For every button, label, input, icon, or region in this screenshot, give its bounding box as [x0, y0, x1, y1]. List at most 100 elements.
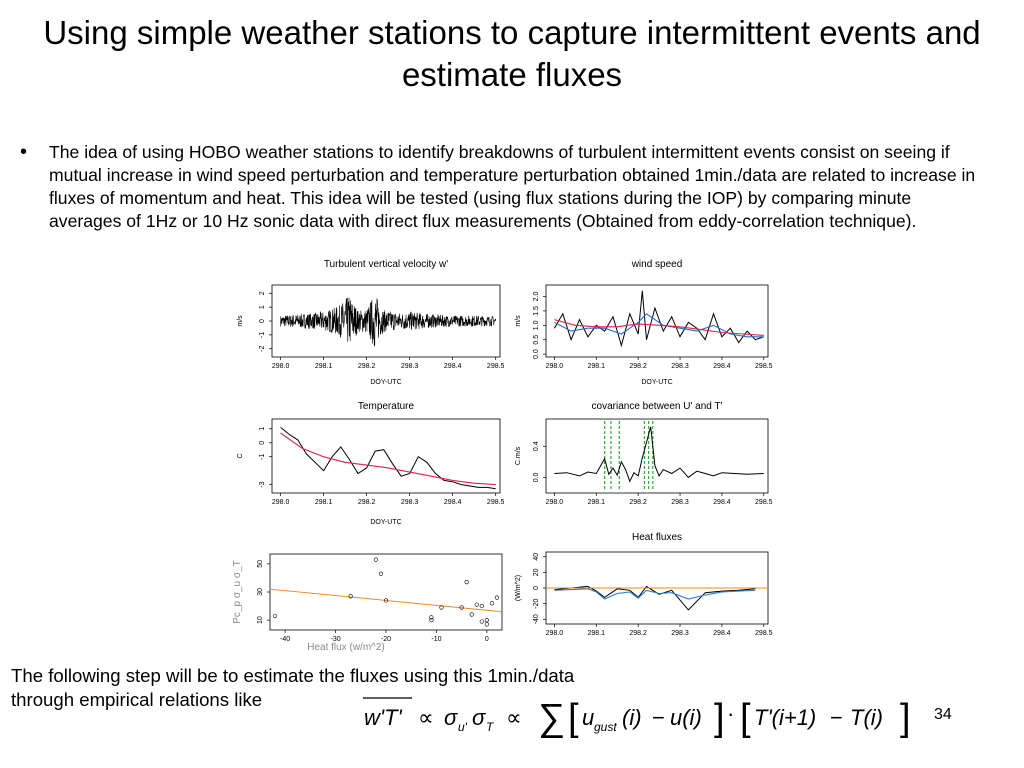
y-tick-label: 2	[259, 291, 266, 295]
y-tick-label: -20	[533, 598, 540, 608]
y-tick-label: 0.0	[533, 349, 540, 359]
heat-flux-scatter-plot: Heat flux (w/m^2) Pc_p σ_u σ_T -40 -30 -20 -1…	[232, 553, 503, 653]
series-line	[280, 297, 496, 347]
y-tick-label: 2.0	[533, 292, 540, 302]
formula-lhs: w'T'	[364, 705, 403, 730]
x-tick-label: 298.0	[272, 499, 290, 506]
series-line	[554, 426, 764, 483]
formula-bracket-close-1: ]	[714, 697, 725, 739]
x-tick-label: -40	[280, 636, 290, 643]
x-tick-label: 298.2	[629, 363, 647, 370]
series-line	[280, 432, 496, 486]
formula-t-i: T(i)	[850, 705, 883, 730]
formula-prop-1: ∝	[418, 705, 434, 730]
following-line-1: The following step will be to estimate t…	[11, 665, 575, 686]
formula-minus-1: −	[652, 705, 665, 730]
y-tick-label: 0	[259, 319, 266, 323]
x-tick-label: 298.2	[629, 499, 647, 506]
x-axis-label: DOY-UTC	[370, 519, 401, 526]
scatter-point	[494, 595, 500, 600]
scatter-point	[378, 571, 384, 576]
formula-u-i: u(i)	[670, 705, 702, 730]
series-line	[554, 588, 756, 600]
following-text: The following step will be to estimate t…	[11, 664, 574, 712]
y-axis-label: (W/m^2)	[515, 575, 522, 601]
scatter-point	[479, 603, 484, 609]
x-tick-label: 298.4	[713, 499, 731, 506]
x-tick-label: -20	[381, 636, 391, 643]
y-tick-label: 1.0	[533, 320, 540, 330]
bullet-marker: •	[20, 141, 28, 163]
scatter-point	[373, 557, 379, 562]
x-tick-label: 298.5	[755, 363, 773, 370]
x-tick-label: 298.2	[358, 499, 376, 506]
heat-fluxes-plot: Heat fluxes (W/m^2) 298.0 298.1 298.2 298.3 29…	[515, 532, 773, 637]
x-tick-label: 298.0	[546, 499, 564, 506]
y-axis-label: C.m/s	[515, 446, 522, 465]
following-line-2: through empirical relations like	[11, 689, 263, 710]
flux-formula: w'T' ∝ σ u' σ T ∝ ∑ [ u gust (i) − u(i) …	[363, 697, 911, 739]
scatter-point	[383, 598, 389, 603]
x-tick-label: 298.2	[629, 630, 647, 637]
scatter-point	[439, 605, 444, 610]
bullet-paragraph: The idea of using HOBO weather stations …	[49, 142, 976, 231]
plot-frame	[545, 418, 769, 494]
x-tick-label: 298.0	[272, 363, 290, 370]
covariance-plot: covariance between U' and T' C.m/s 298.0 29…	[515, 401, 773, 506]
formula-bracket-close-2: ]	[900, 697, 911, 739]
formula-sigma-u: σ	[444, 705, 458, 730]
y-tick-label: -3	[259, 481, 266, 487]
formula-dot: ·	[727, 701, 734, 726]
plot-frame	[269, 553, 503, 631]
wind-speed-plot: wind speed DOY-UTC m/s 298.0 298.1 298.2 298.3…	[515, 259, 773, 386]
x-tick-label: -30	[331, 636, 341, 643]
series-line	[554, 585, 756, 611]
scatter-point	[348, 594, 353, 599]
y-tick-label: 40	[533, 553, 540, 561]
y-tick-label: 0.5	[533, 335, 540, 345]
formula-minus-2: −	[830, 705, 843, 730]
scatter-point	[429, 615, 434, 620]
plot-title: Turbulent vertical velocity w'	[324, 259, 448, 270]
scatter-point	[479, 619, 484, 624]
x-tick-label: 298.2	[358, 363, 376, 370]
series-line	[280, 427, 496, 490]
scatter-point	[489, 601, 495, 606]
slide-title: Using simple weather stations to capture…	[43, 14, 981, 93]
y-axis-label: C	[237, 453, 244, 458]
plot-title: Temperature	[358, 401, 415, 412]
formula-sub-u: u'	[458, 720, 468, 734]
scatter-point	[429, 618, 434, 623]
scatter-point	[459, 605, 464, 610]
x-tick-label: 298.3	[401, 363, 419, 370]
y-tick-label: 30	[257, 588, 264, 596]
y-tick-label: 1	[259, 305, 266, 309]
x-axis-label: Heat flux (w/m^2)	[307, 642, 385, 653]
formula-bracket-open-1: [	[568, 697, 579, 739]
y-tick-label: 0.0	[533, 472, 540, 482]
y-axis-label: Pc_p σ_u σ_T	[232, 560, 243, 624]
y-tick-label: 1	[259, 427, 266, 431]
y-tick-label: 10	[257, 616, 264, 624]
x-tick-label: 298.3	[671, 499, 689, 506]
formula-i-arg: (i)	[622, 705, 642, 730]
x-tick-label: 298.1	[587, 630, 605, 637]
x-tick-label: 0	[485, 636, 489, 643]
x-tick-label: 298.1	[315, 363, 333, 370]
slide-number: 34	[934, 706, 952, 723]
plot-frame	[271, 418, 501, 494]
formula-sub-t: T	[486, 720, 495, 734]
scatter-point	[272, 613, 278, 619]
plot-title: wind speed	[631, 259, 683, 270]
x-tick-label: 298.1	[587, 499, 605, 506]
formula-bracket-open-2: [	[740, 697, 751, 739]
y-axis-label: m/s	[515, 315, 522, 327]
x-tick-label: 298.0	[546, 630, 564, 637]
x-tick-label: 298.4	[444, 363, 462, 370]
x-tick-label: 298.5	[755, 499, 773, 506]
y-tick-label: -1	[259, 453, 266, 459]
x-tick-label: 298.1	[587, 363, 605, 370]
x-tick-label: 298.3	[401, 499, 419, 506]
y-tick-label: 20	[533, 568, 540, 576]
y-tick-label: 0	[533, 586, 540, 590]
